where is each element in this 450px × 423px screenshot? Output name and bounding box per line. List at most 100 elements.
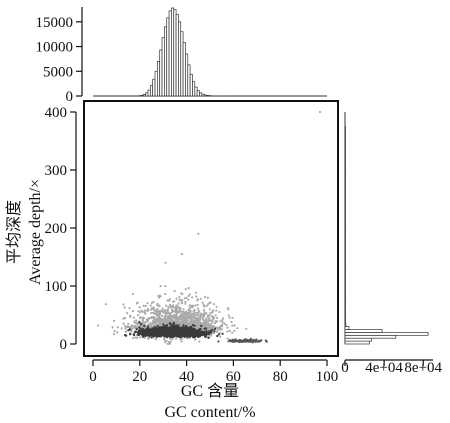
scatter-point [231,339,234,342]
scatter-point [206,296,209,299]
y-axis-title-cn: 平均深度 [5,200,23,264]
right-hist-bars [344,112,429,345]
scatter-point [124,330,128,333]
scatter-point [97,324,100,327]
scatter-point [188,306,191,309]
scatter-point [156,325,159,328]
scatter-point [175,312,178,316]
scatter-point [174,310,177,313]
scatter-point [132,337,135,340]
scatter-point [128,325,131,328]
scatter-point [169,342,172,345]
scatter-point [206,315,209,319]
top-hist-bar [201,93,205,97]
scatter-point [144,309,147,312]
scatter-point [211,321,214,324]
scatter-point [187,287,190,290]
scatter-point [141,316,144,319]
scatter-point [137,333,140,336]
scatter-point [156,303,159,306]
scatter-point [166,316,169,320]
scatter-point [132,333,135,336]
scatter-point [184,333,187,336]
scatter-point [160,330,163,333]
scatter-point [203,327,206,330]
scatter-point [181,319,184,322]
scatter-point [187,330,190,333]
scatter-point [175,321,178,324]
scatter-point [125,325,129,329]
scatter-point [146,309,149,312]
scatter-point [168,331,171,334]
scatter-point [126,312,129,315]
scatter-point [170,316,173,319]
scatter-point [181,326,184,329]
scatter-point [203,332,206,336]
scatter-point [243,340,246,343]
scatter-point [189,334,192,337]
main-x-tick-label: 0 [89,369,97,385]
right-hist-bar [344,169,346,229]
scatter-point [221,321,224,324]
scatter-point [149,304,152,307]
scatter-point [198,335,201,338]
scatter-point [189,315,192,318]
scatter-point [140,323,143,326]
scatter-point [164,304,168,307]
scatter-point [153,316,156,319]
scatter-point [150,315,154,318]
scatter-point [171,309,174,312]
scatter-point [177,324,180,327]
scatter-point [161,307,164,310]
right-hist-bar [344,319,346,325]
scatter-point [241,340,245,343]
scatter-point [189,326,193,329]
main-x-tick-label: 80 [273,369,288,385]
scatter-point [165,318,168,321]
scatter-point [138,306,141,309]
scatter-point [199,330,202,334]
scatter-point [141,327,144,330]
top-hist-bar [199,92,203,97]
scatter-point [206,332,209,335]
scatter-point [186,319,189,322]
scatter-point [209,323,212,326]
scatter-point [166,310,169,313]
scatter-point [168,322,171,325]
scatter-point [182,308,185,311]
scatter-point [228,329,231,332]
scatter-point [173,290,176,293]
scatter-point [189,319,193,322]
scatter-point [190,304,193,307]
scatter-point [167,306,170,309]
right-hist-bar [344,337,372,342]
scatter-point-outlier [180,253,184,256]
scatter-point [184,302,187,305]
scatter-point [136,323,139,326]
scatter-point [159,326,162,329]
top-hist-bars [93,7,327,97]
scatter-point [217,340,220,343]
scatter-point [166,331,169,334]
scatter-point [188,312,191,315]
scatter-point [173,335,176,338]
scatter-point [129,314,132,317]
scatter-point [213,325,216,328]
scatter-point [163,309,166,312]
scatter-point [190,306,193,309]
scatter-point [227,308,230,311]
scatter-point [193,330,196,333]
scatter-point [171,332,174,335]
scatter-point [199,313,202,316]
scatter-point [145,318,148,321]
scatter-point [213,317,216,320]
scatter-point [155,314,159,317]
scatter-point [202,309,206,312]
top-hist-bar [159,49,163,97]
scatter-point [129,333,132,336]
scatter-point [209,331,213,334]
scatter-point [217,333,220,336]
scatter-point [164,292,167,296]
scatter-point [174,319,178,322]
scatter-point [181,292,184,296]
